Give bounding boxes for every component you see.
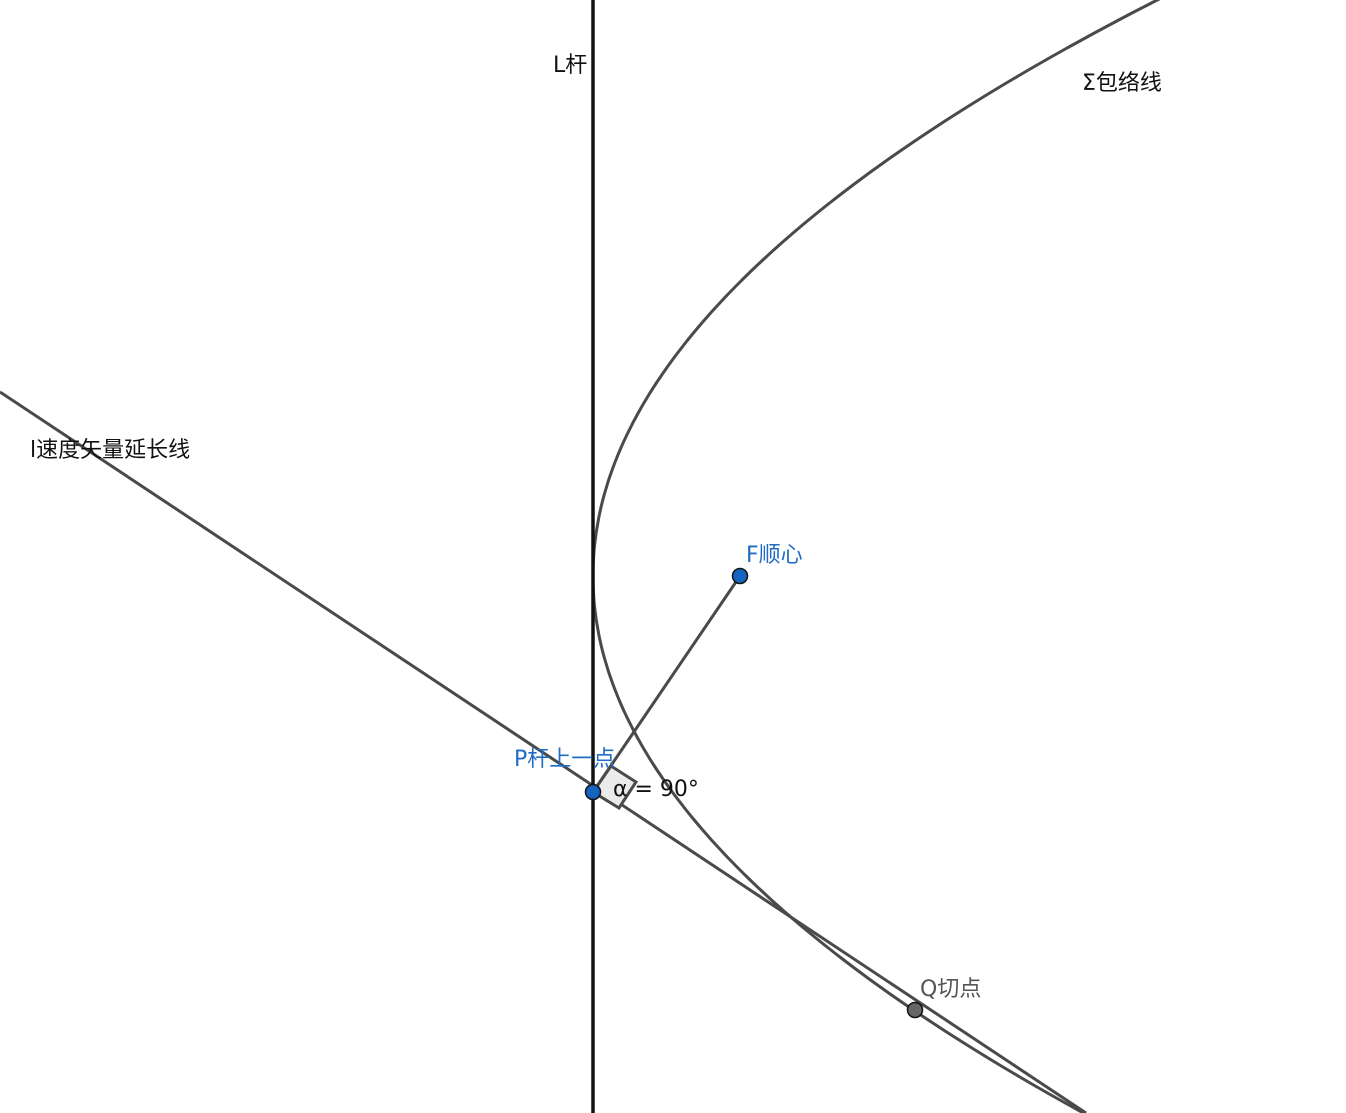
point-q-label: Q切点 [920, 977, 981, 1002]
point-f-label: F顺心 [746, 543, 803, 568]
right-angle-marker [590, 763, 639, 811]
point-p-label: P杆上一点 [514, 747, 615, 772]
angle-label: α = 90° [613, 777, 699, 802]
point-p[interactable] [584, 783, 602, 801]
rod-label: L杆 [553, 53, 587, 78]
velocity-extension-line [0, 390, 1087, 1113]
segment-p-to-f [591, 575, 742, 793]
envelope-label: Σ包络线 [1082, 71, 1162, 96]
point-f[interactable] [731, 567, 749, 585]
point-q[interactable] [906, 1001, 924, 1019]
envelope-curve [591, 0, 1161, 1113]
velocity-line-label: l速度矢量延长线 [30, 438, 190, 463]
